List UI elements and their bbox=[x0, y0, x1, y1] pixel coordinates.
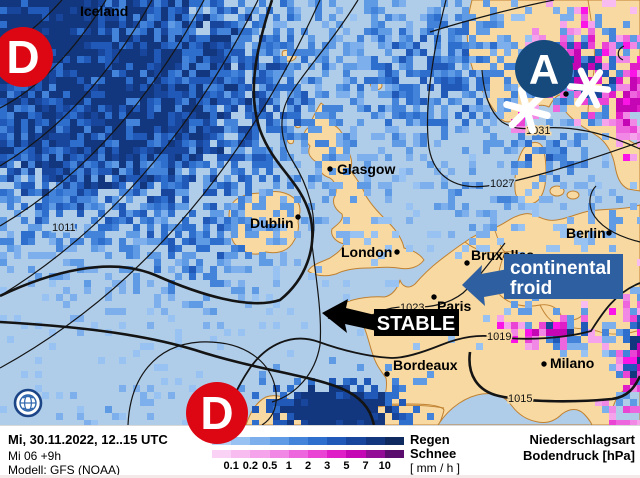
legend-tick-labels: 0.1 0.2 0.5 1 2 3 5 7 10 bbox=[0, 460, 640, 474]
model-name-label: Modell: GFS (NOAA) bbox=[8, 463, 121, 477]
legend-color-segment bbox=[327, 450, 347, 458]
legend-color-segment bbox=[308, 450, 328, 458]
legend-color-segment bbox=[250, 437, 270, 445]
legend-rain-colorbar bbox=[212, 437, 405, 445]
legend-tick: 0.2 bbox=[242, 460, 259, 472]
legend-color-segment bbox=[346, 437, 366, 445]
snowflake-icons bbox=[503, 67, 612, 134]
annotation-stable: STABLE bbox=[322, 299, 459, 336]
precip-type-label: Niederschlagsart bbox=[529, 432, 636, 447]
legend-color-segment bbox=[346, 450, 366, 458]
city-dot-glasgow bbox=[327, 166, 333, 172]
legend-snow-label: Schnee bbox=[410, 446, 457, 461]
status-bar: Mi, 30.11.2022, 12..15 UTC Mi 06 +9h Mod… bbox=[0, 425, 640, 478]
legend-unit-label: [ mm / h ] bbox=[410, 461, 461, 475]
legend-tick: 0.1 bbox=[223, 460, 239, 472]
weather-map: 1011 1027 1031 1023 1019 1015 Iceland Gl… bbox=[0, 0, 640, 425]
legend-color-segment bbox=[231, 437, 251, 445]
legend-color-segment bbox=[327, 437, 347, 445]
city-label-bordeaux: Bordeaux bbox=[393, 357, 458, 373]
legend-color-segment bbox=[365, 437, 385, 445]
city-dot-dublin bbox=[295, 214, 301, 220]
model-run-label: Mi 06 +9h bbox=[8, 449, 62, 463]
cold-air-arrow-icon bbox=[462, 265, 511, 306]
isobar-label-1019: 1019 bbox=[487, 331, 511, 343]
snowflake-icon bbox=[566, 67, 612, 109]
legend-tick: 10 bbox=[378, 460, 391, 472]
low-pressure-symbol-biscay: D bbox=[186, 382, 248, 444]
city-dot-bordeaux bbox=[384, 371, 390, 377]
city-label-london: London bbox=[341, 244, 392, 260]
isobar-label-1027: 1027 bbox=[490, 178, 514, 190]
legend-color-segment bbox=[384, 437, 405, 445]
city-dot-london bbox=[394, 249, 400, 255]
city-dot-paris bbox=[431, 294, 437, 300]
legend-tick: 3 bbox=[324, 460, 331, 472]
isobar-label-1011: 1011 bbox=[52, 222, 76, 234]
city-label-dublin: Dublin bbox=[250, 215, 294, 231]
cold-air-text-line2: froid bbox=[510, 278, 552, 299]
city-dot-bruxelles bbox=[464, 260, 470, 266]
cold-air-box bbox=[504, 254, 623, 299]
datetime-label: Mi, 30.11.2022, 12..15 UTC bbox=[8, 432, 168, 447]
high-pressure-symbol: A bbox=[515, 40, 573, 98]
legend-tick: 1 bbox=[285, 460, 292, 472]
annotation-cold-air: continental froid bbox=[462, 254, 623, 306]
low-pressure-symbol-northwest: D bbox=[0, 27, 53, 87]
snowflake-icon bbox=[503, 86, 551, 134]
legend-color-segment bbox=[212, 450, 232, 458]
region-label-iceland: Iceland bbox=[80, 3, 128, 19]
legend-color-segment bbox=[288, 437, 309, 445]
legend-tick: 7 bbox=[362, 460, 369, 472]
stable-arrow-icon bbox=[322, 299, 377, 333]
legend-color-segment bbox=[231, 450, 251, 458]
legend-color-segment bbox=[365, 450, 385, 458]
legend-color-segment bbox=[308, 437, 328, 445]
footer-edge bbox=[0, 475, 640, 478]
stable-box bbox=[374, 309, 459, 336]
stable-text: STABLE bbox=[377, 313, 456, 335]
legend-rain-label: Regen bbox=[410, 432, 450, 447]
city-label-glasgow: Glasgow bbox=[337, 161, 395, 177]
globe-logo-icon bbox=[13, 388, 43, 418]
legend-color-segment bbox=[269, 450, 289, 458]
legend-color-segment bbox=[250, 450, 270, 458]
legend-snow-colorbar bbox=[212, 450, 405, 458]
city-dots bbox=[295, 91, 612, 377]
city-dot-milano bbox=[541, 361, 547, 367]
city-labels: Iceland Glasgow Dublin London Bruxelles … bbox=[80, 3, 606, 373]
isobar-value-labels: 1011 1027 1031 1023 1019 1015 bbox=[51, 124, 552, 407]
legend-color-segment bbox=[384, 450, 405, 458]
cold-air-text-line1: continental bbox=[510, 258, 611, 279]
pressure-label: Bodendruck [hPa] bbox=[523, 448, 635, 463]
legend-tick: 0.5 bbox=[261, 460, 278, 472]
city-label-milano: Milano bbox=[550, 355, 594, 371]
high-pressure-letter: A bbox=[529, 46, 559, 93]
city-dot-berlin bbox=[606, 230, 612, 236]
city-dot-oslo bbox=[563, 91, 569, 97]
legend-tick: 5 bbox=[343, 460, 350, 472]
low-pressure-letter: D bbox=[6, 31, 39, 83]
legend-tick: 2 bbox=[304, 460, 312, 472]
low-pressure-letter: D bbox=[200, 387, 233, 439]
legend-color-segment bbox=[269, 437, 289, 445]
isobar-label-1015: 1015 bbox=[508, 393, 532, 405]
legend-color-segment bbox=[288, 450, 309, 458]
city-label-berlin: Berlin bbox=[566, 225, 606, 241]
